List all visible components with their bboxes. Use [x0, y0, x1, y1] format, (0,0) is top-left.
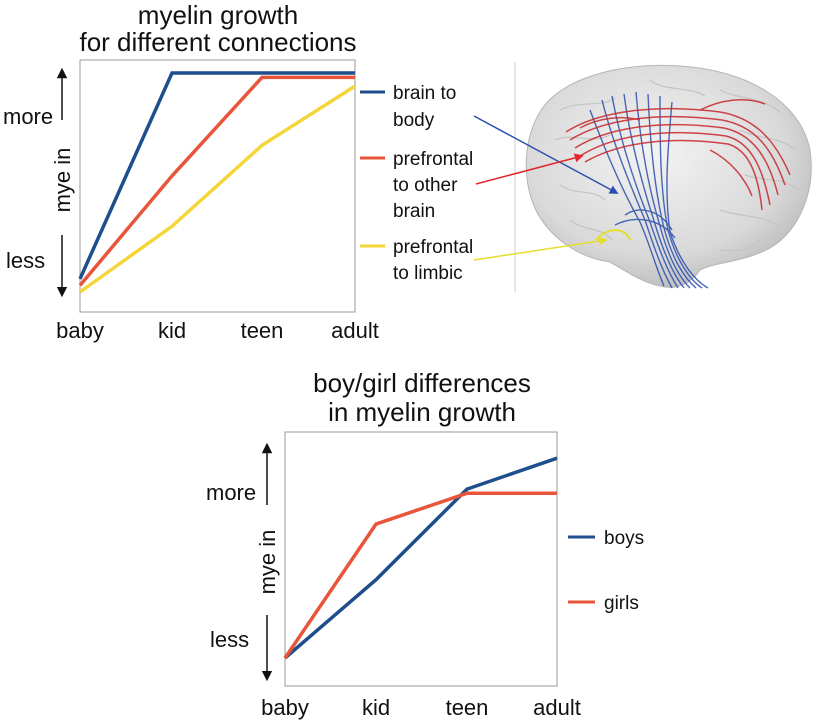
chart1-x-tick-label: kid	[158, 318, 186, 343]
chart1-legend-label-prefrontal-3: brain	[393, 201, 435, 222]
chart1-x-tick-label: baby	[56, 318, 104, 343]
chart1-x-tick-label: teen	[241, 318, 284, 343]
chart1-series-line-1	[78, 75, 355, 287]
chart-connections: myelin growth for different connections …	[3, 0, 473, 343]
chart1-title-line1: myelin growth	[138, 0, 298, 30]
chart1-legend-label-body-2: body	[393, 110, 435, 131]
chart1-legend-label-body-1: brain to	[393, 83, 456, 104]
chart1-legend-label-prefrontal-2: to other	[393, 175, 458, 196]
chart1-series-line-0	[78, 71, 355, 280]
chart2-x-tick-label: adult	[533, 695, 581, 720]
chart2-title-line1: boy/girl differences	[313, 368, 531, 398]
chart1-legend-label-limbic-2: to limbic	[393, 263, 463, 284]
chart2-legend-label-boys: boys	[604, 528, 644, 549]
chart1-legend-label-prefrontal-1: prefrontal	[393, 149, 473, 170]
chart2-x-tick-label: teen	[446, 695, 489, 720]
chart1-legend-label-limbic-1: prefrontal	[393, 237, 473, 258]
pointer-arrow-limbic	[473, 236, 608, 261]
chart1-y-axis-label: mye in	[50, 148, 75, 213]
chart2-series-group	[283, 456, 558, 660]
chart1-x-ticks: baby kid teen adult	[56, 318, 379, 343]
chart1-title-line2: for different connections	[79, 27, 356, 57]
chart2-y-low-label: less	[210, 627, 249, 652]
chart1-y-high-label: more	[3, 104, 53, 129]
chart-boy-girl: boy/girl differences in myelin growth mo…	[206, 368, 644, 720]
chart2-plot-frame	[284, 431, 558, 687]
chart2-y-high-label: more	[206, 480, 256, 505]
chart2-y-axis-label: mye in	[255, 530, 280, 595]
pointer-arrow-body	[473, 115, 619, 194]
chart1-plot-frame	[79, 59, 356, 313]
chart1-series-line-2	[78, 84, 356, 294]
chart2-series-line-0	[283, 456, 558, 660]
chart2-x-tick-label: baby	[261, 695, 309, 720]
chart1-x-tick-label: adult	[331, 318, 379, 343]
pointer-arrow-prefrontal	[475, 153, 584, 185]
chart1-y-low-label: less	[6, 248, 45, 273]
chart1-series-group	[78, 71, 356, 294]
brain-tractography-icon	[473, 62, 812, 292]
chart2-x-ticks: baby kid teen adult	[261, 695, 581, 720]
brain-prefrontal-tracts	[565, 99, 791, 211]
chart2-title-line2: in myelin growth	[328, 397, 516, 427]
chart2-legend-label-girls: girls	[604, 593, 639, 614]
chart2-series-line-1	[283, 491, 557, 659]
chart2-x-tick-label: kid	[362, 695, 390, 720]
